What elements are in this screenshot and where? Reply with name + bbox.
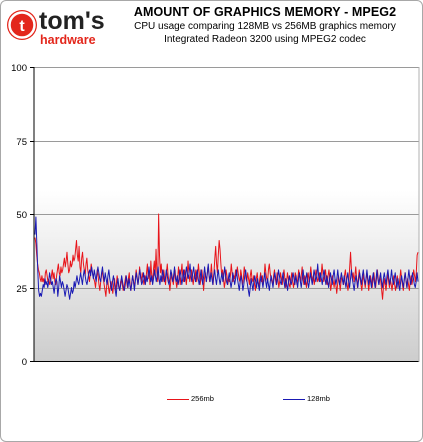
- y-tick-label-50: 50: [16, 210, 27, 221]
- legend-label-128mb: 128mb: [307, 394, 330, 403]
- series-lines: [34, 213, 419, 300]
- chart-title: AMOUNT OF GRAPHICS MEMORY - MPEG2: [133, 5, 397, 19]
- svg-text:t: t: [19, 18, 25, 35]
- series-line-128mb: [34, 216, 419, 300]
- logo-word-hardware: hardware: [40, 33, 96, 47]
- y-tick-label-25: 25: [16, 284, 27, 295]
- legend-item-256mb: 256mb: [167, 389, 214, 409]
- legend-label-256mb: 256mb: [191, 394, 214, 403]
- series-line-256mb: [34, 213, 419, 300]
- y-tick-label-75: 75: [16, 137, 27, 148]
- legend: 256mb 128mb: [1, 389, 422, 409]
- tomshardware-logo: t tom's hardware: [7, 7, 105, 47]
- chart-subtitle-line-1: CPU usage comparing 128MB vs 256MB graph…: [134, 21, 396, 32]
- plot-area: 0 25 50 75 100: [11, 63, 420, 368]
- legend-swatch-256mb: [167, 398, 189, 400]
- chart-header: AMOUNT OF GRAPHICS MEMORY - MPEG2 CPU us…: [109, 5, 421, 46]
- legend-item-128mb: 128mb: [283, 389, 330, 409]
- legend-swatch-128mb: [283, 398, 305, 400]
- grid-lines: [34, 67, 419, 289]
- logo-word-toms: tom's: [39, 7, 105, 35]
- y-axis-ticks: 0 25 50 75 100: [11, 63, 34, 368]
- y-tick-label-0: 0: [22, 357, 27, 368]
- chart-subtitle-line-2: Integrated Radeon 3200 using MPEG2 codec: [164, 34, 366, 45]
- y-tick-label-100: 100: [11, 63, 27, 74]
